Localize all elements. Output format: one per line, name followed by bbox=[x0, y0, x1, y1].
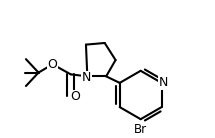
Text: O: O bbox=[48, 58, 57, 71]
Text: O: O bbox=[70, 90, 80, 103]
Text: N: N bbox=[82, 71, 91, 84]
Text: N: N bbox=[159, 76, 168, 89]
Text: Br: Br bbox=[134, 123, 147, 136]
